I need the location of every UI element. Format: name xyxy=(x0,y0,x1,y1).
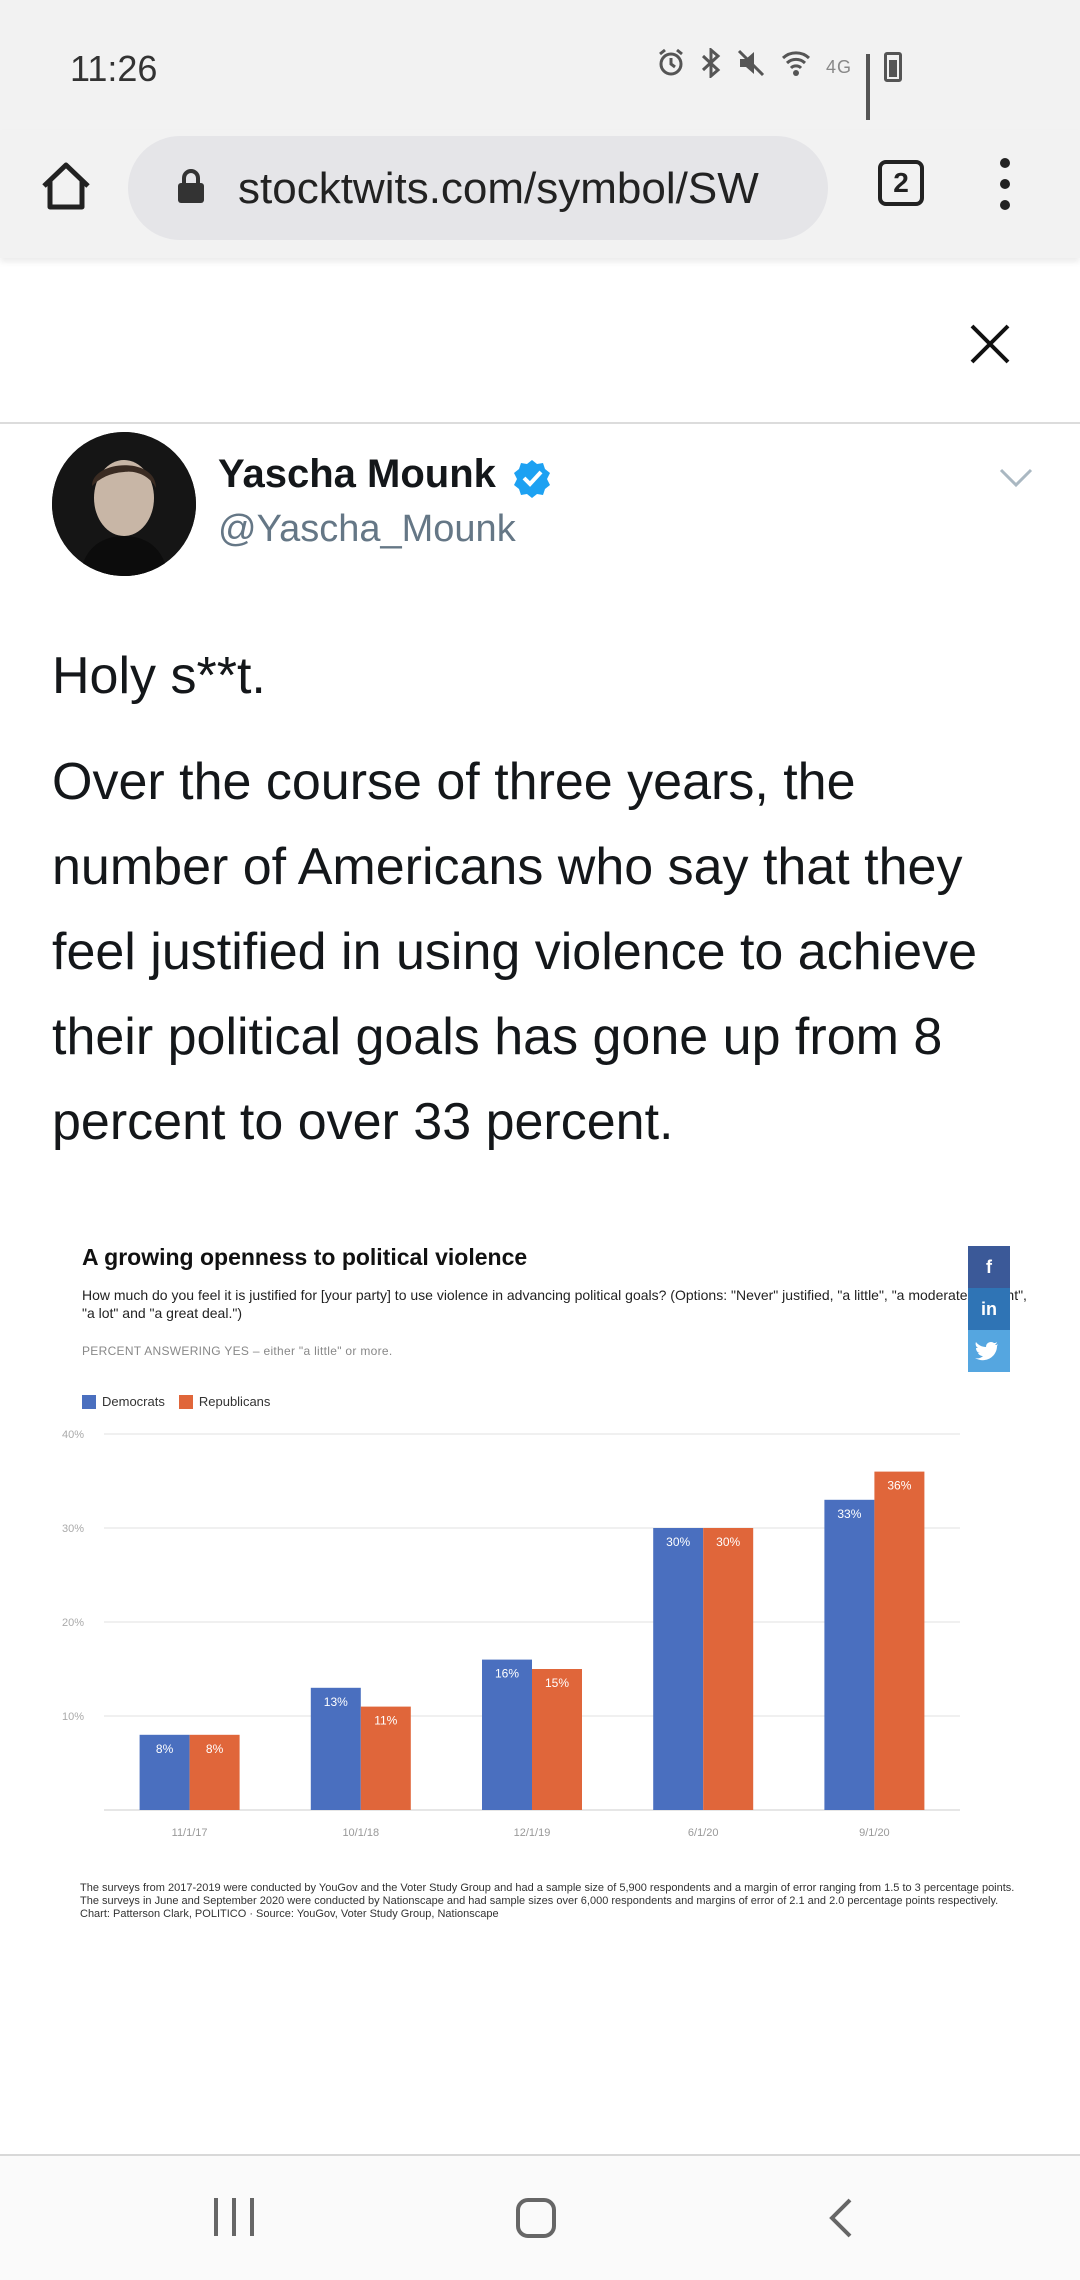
twitter-share-button[interactable] xyxy=(968,1330,1010,1372)
wifi-icon xyxy=(780,48,812,86)
bar-republicans xyxy=(874,1471,925,1810)
x-tick-label: 11/1/17 xyxy=(172,1827,208,1839)
chevron-down-icon[interactable] xyxy=(998,466,1034,490)
bluetooth-icon xyxy=(700,46,722,86)
legend-item-democrats: Democrats xyxy=(82,1394,165,1409)
bar-chart: 10% 20% 30% 40% 8% 8% 11/1/17 13% 11% 10/1/18 16% 1… xyxy=(62,1429,960,1839)
bar-data-label: 16% xyxy=(495,1667,519,1681)
bar-data-label: 8% xyxy=(156,1742,174,1756)
lock-icon xyxy=(178,169,204,203)
status-bar: 11:26 4G xyxy=(0,0,1080,130)
chart-note: PERCENT ANSWERING YES – either "a little… xyxy=(82,1344,393,1358)
bottom-divider xyxy=(0,2154,1080,2156)
bar-democrats xyxy=(139,1734,190,1810)
close-button[interactable] xyxy=(966,320,1014,368)
home-icon xyxy=(42,162,90,210)
bar-data-label: 13% xyxy=(324,1695,348,1709)
back-button[interactable] xyxy=(826,2196,856,2240)
bar-democrats xyxy=(482,1659,532,1810)
twitter-bird-icon xyxy=(975,1342,998,1361)
alarm-icon xyxy=(656,48,686,86)
signal-icon xyxy=(866,54,870,120)
bar-democrats xyxy=(653,1528,704,1810)
legend-swatch-republicans xyxy=(178,1394,193,1409)
system-home-button[interactable] xyxy=(516,2198,556,2238)
legend-swatch-democrats xyxy=(82,1394,96,1409)
chart-credit: Chart: Patterson Clark, POLITICO · Sourc… xyxy=(80,1908,499,1920)
legend-label-republicans: Republicans xyxy=(198,1394,271,1409)
divider xyxy=(0,422,1080,424)
author-name[interactable]: Yascha Mounk xyxy=(218,452,496,496)
more-menu-button[interactable] xyxy=(990,154,1020,214)
chart-title: A growing openness to political violence xyxy=(82,1244,528,1270)
facebook-share-button[interactable]: f xyxy=(968,1246,1010,1288)
more-icon xyxy=(1000,158,1010,168)
bar-republicans xyxy=(360,1706,411,1810)
bar-republicans xyxy=(703,1528,754,1810)
bar-republicans xyxy=(189,1734,240,1810)
chart-footnote-text: The surveys from 2017-2019 were conducte… xyxy=(80,1882,1015,1907)
browser-toolbar: stocktwits.com/symbol/SW 2 xyxy=(0,130,1080,258)
bar-data-label: 33% xyxy=(837,1507,861,1521)
url-text: stocktwits.com/symbol/SW xyxy=(238,164,759,213)
bar-republicans xyxy=(532,1669,582,1810)
recent-apps-button[interactable] xyxy=(214,2198,254,2238)
address-bar[interactable]: stocktwits.com/symbol/SW xyxy=(128,136,828,240)
y-tick-label: 20% xyxy=(62,1617,84,1629)
chart-subtitle: How much do you feel it is justified for… xyxy=(82,1287,1027,1321)
bar-data-label: 36% xyxy=(887,1479,911,1493)
x-tick-label: 6/1/20 xyxy=(688,1827,719,1839)
close-icon xyxy=(970,324,1010,364)
system-nav-bar xyxy=(0,2156,1080,2280)
bar-democrats xyxy=(824,1499,875,1810)
chart-image[interactable]: A growing openness to political violence… xyxy=(60,1230,1027,1960)
author-handle[interactable]: @Yascha_Mounk xyxy=(218,508,516,550)
battery-icon xyxy=(884,52,902,82)
legend-label-democrats: Democrats xyxy=(102,1394,165,1409)
y-tick-label: 40% xyxy=(62,1429,84,1441)
x-tick-label: 9/1/20 xyxy=(859,1827,890,1839)
status-time: 11:26 xyxy=(70,48,158,89)
linkedin-share-button[interactable]: in xyxy=(968,1288,1010,1330)
mute-icon xyxy=(736,48,766,86)
y-tick-label: 10% xyxy=(62,1711,84,1723)
tweet-text-body: Over the course of three years, the numb… xyxy=(52,753,978,1151)
legend-item-republicans: Republicans xyxy=(178,1394,271,1409)
tab-switcher-button[interactable]: 2 xyxy=(878,160,924,206)
x-tick-label: 12/1/19 xyxy=(514,1827,551,1839)
verified-badge-icon xyxy=(514,460,550,498)
tweet-text-line1: Holy s**t. xyxy=(52,647,266,705)
bar-data-label: 11% xyxy=(374,1714,397,1728)
home-button[interactable] xyxy=(38,158,94,214)
avatar[interactable] xyxy=(52,432,196,576)
y-tick-label: 30% xyxy=(62,1523,84,1535)
bar-data-label: 8% xyxy=(206,1742,224,1756)
status-icons: 4G xyxy=(656,46,902,120)
network-type: 4G xyxy=(825,56,852,77)
x-tick-label: 10/1/18 xyxy=(342,1827,379,1839)
bar-data-label: 15% xyxy=(545,1676,569,1690)
chart-footnote: The surveys from 2017-2019 were conducte… xyxy=(80,1882,1020,1921)
bar-data-label: 30% xyxy=(666,1535,690,1549)
share-buttons: f in xyxy=(968,1246,1010,1372)
bar-data-label: 30% xyxy=(716,1535,740,1549)
chart-legend: Democrats Republicans xyxy=(82,1394,270,1409)
bar-democrats xyxy=(310,1687,361,1810)
